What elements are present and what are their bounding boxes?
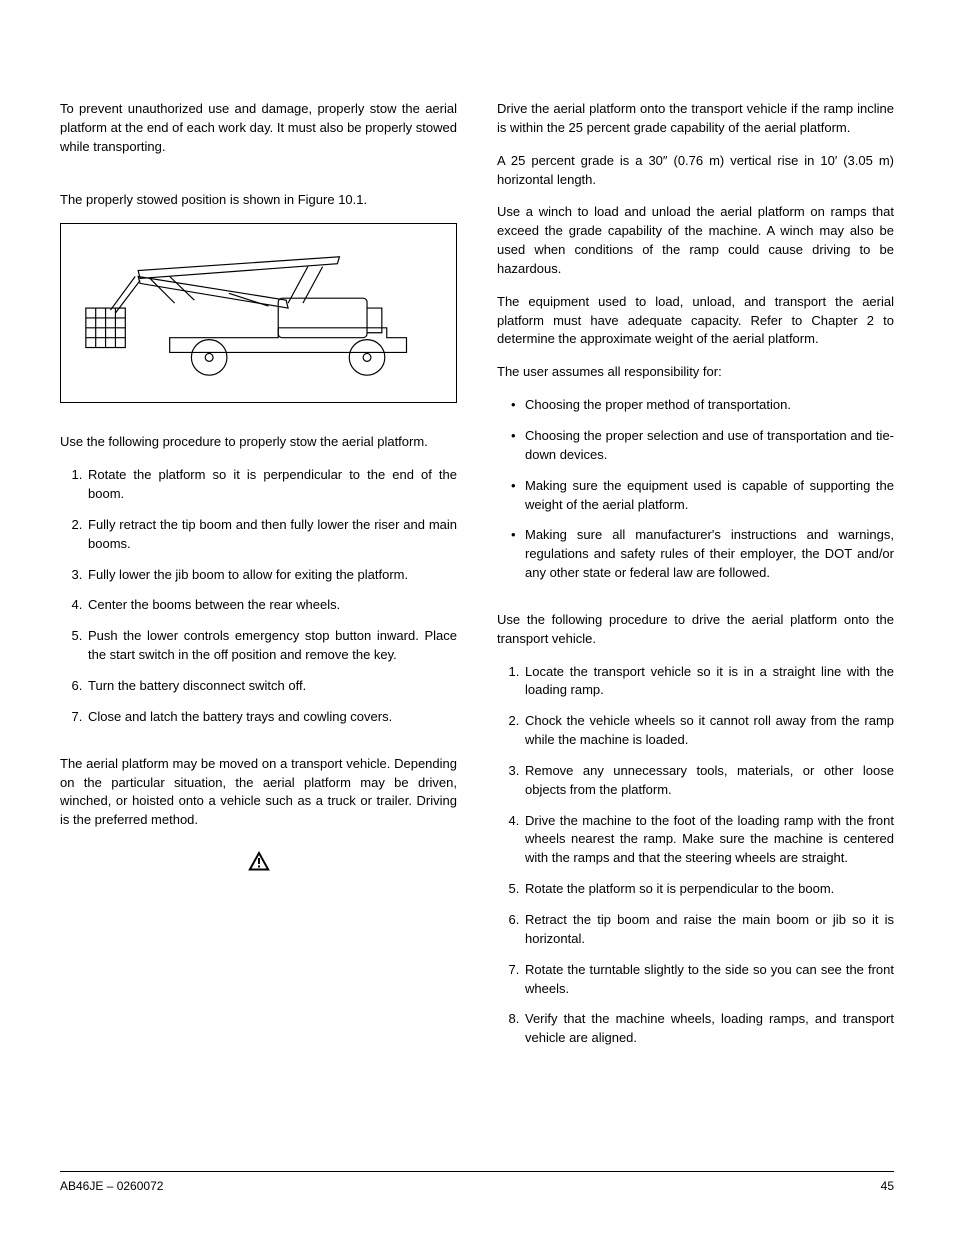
- right-p1: Drive the aerial platform onto the trans…: [497, 100, 894, 138]
- list-item: Retract the tip boom and raise the main …: [523, 911, 894, 949]
- right-p5: The user assumes all responsibility for:: [497, 363, 894, 382]
- page-footer: AB46JE – 0260072 45: [60, 1171, 894, 1195]
- right-p3: Use a winch to load and unload the aeria…: [497, 203, 894, 278]
- right-column: Drive the aerial platform onto the trans…: [497, 100, 894, 1064]
- warning-icon: [60, 850, 457, 878]
- list-item: Making sure all manufacturer's instructi…: [511, 526, 894, 583]
- list-item: Close and latch the battery trays and co…: [86, 708, 457, 727]
- figure-10-1: [60, 223, 457, 403]
- list-item: Verify that the machine wheels, loading …: [523, 1010, 894, 1048]
- list-item: Rotate the turntable slightly to the sid…: [523, 961, 894, 999]
- stow-steps-list: Rotate the platform so it is perpendicul…: [60, 466, 457, 726]
- left-column: To prevent unauthorized use and damage, …: [60, 100, 457, 1064]
- drive-intro: Use the following procedure to drive the…: [497, 611, 894, 649]
- intro-paragraph-1: To prevent unauthorized use and damage, …: [60, 100, 457, 157]
- list-item: Choosing the proper selection and use of…: [511, 427, 894, 465]
- aerial-platform-diagram: [76, 239, 441, 387]
- list-item: Push the lower controls emergency stop b…: [86, 627, 457, 665]
- right-p4: The equipment used to load, unload, and …: [497, 293, 894, 350]
- list-item: Rotate the platform so it is perpendicul…: [86, 466, 457, 504]
- list-item: Choosing the proper method of transporta…: [511, 396, 894, 415]
- transport-paragraph: The aerial platform may be moved on a tr…: [60, 755, 457, 830]
- procedure-intro: Use the following procedure to properly …: [60, 433, 457, 452]
- list-item: Locate the transport vehicle so it is in…: [523, 663, 894, 701]
- list-item: Remove any unnecessary tools, materials,…: [523, 762, 894, 800]
- list-item: Rotate the platform so it is perpendicul…: [523, 880, 894, 899]
- list-item: Turn the battery disconnect switch off.: [86, 677, 457, 696]
- list-item: Chock the vehicle wheels so it cannot ro…: [523, 712, 894, 750]
- right-p2: A 25 percent grade is a 30″ (0.76 m) ver…: [497, 152, 894, 190]
- footer-page-number: 45: [881, 1178, 894, 1195]
- responsibility-bullets: Choosing the proper method of transporta…: [497, 396, 894, 583]
- intro-paragraph-2: The properly stowed position is shown in…: [60, 191, 457, 210]
- list-item: Fully lower the jib boom to allow for ex…: [86, 566, 457, 585]
- list-item: Drive the machine to the foot of the loa…: [523, 812, 894, 869]
- footer-doc-id: AB46JE – 0260072: [60, 1178, 163, 1195]
- list-item: Making sure the equipment used is capabl…: [511, 477, 894, 515]
- list-item: Fully retract the tip boom and then full…: [86, 516, 457, 554]
- drive-steps-list: Locate the transport vehicle so it is in…: [497, 663, 894, 1049]
- list-item: Center the booms between the rear wheels…: [86, 596, 457, 615]
